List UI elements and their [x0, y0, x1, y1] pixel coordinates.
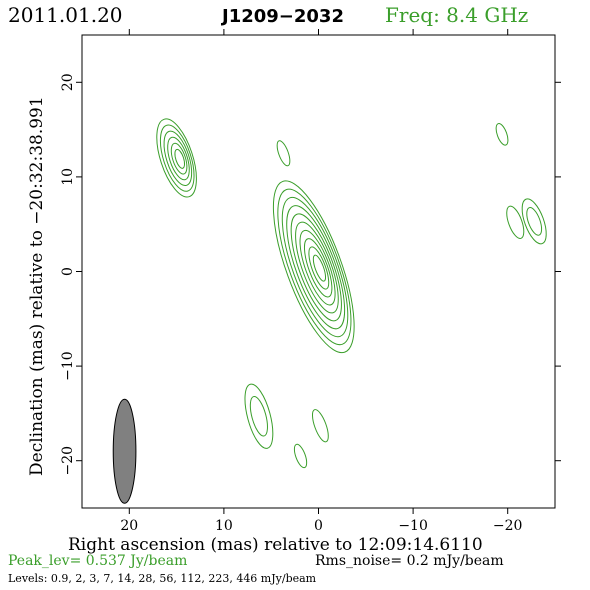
y-tick-label: −20: [60, 446, 76, 476]
contour-component-blob-19.5-14: [495, 123, 509, 146]
contour-level: [303, 238, 333, 298]
contour-level: [167, 136, 190, 181]
contour-component-lower-left: [244, 383, 274, 449]
x-tick-label: 0: [314, 518, 323, 534]
contour-level: [276, 140, 291, 167]
contour-level: [244, 383, 274, 449]
contour-level: [174, 148, 186, 169]
contour-level: [495, 123, 509, 146]
frequency-label: Freq: 8.4 GHz: [385, 3, 528, 27]
x-tick-label: 20: [120, 518, 138, 534]
observation-date: 2011.01.20: [8, 3, 123, 27]
contour-level: [159, 124, 195, 192]
y-tick-label: 0: [60, 267, 76, 276]
contour-level: [311, 409, 329, 443]
plot-frame: [81, 34, 556, 509]
contour-level: [293, 443, 308, 469]
x-tick-label: −20: [493, 518, 523, 534]
contour-level: [308, 246, 330, 290]
contour-level: [312, 254, 327, 282]
contour-level: [506, 205, 525, 239]
contour-component-right-pair-a: [521, 198, 547, 245]
y-tick-label: −10: [60, 351, 76, 381]
contour-component-lower-mid: [311, 409, 329, 443]
contour-level: [526, 207, 543, 236]
contour-level: [299, 229, 336, 306]
contour-layer: [156, 118, 547, 469]
contour-level: [163, 130, 193, 187]
contour-level: [272, 180, 355, 354]
contour-level: [249, 395, 268, 437]
contour-levels: Levels: 0.9, 2, 3, 7, 14, 28, 56, 112, 2…: [8, 572, 317, 585]
beam-layer: [112, 398, 137, 504]
contour-level: [286, 205, 346, 330]
source-name: J1209−2032: [220, 6, 344, 27]
contour-component-right-pair-b: [506, 205, 525, 239]
restoring-beam: [112, 398, 137, 504]
contour-level: [281, 196, 349, 338]
contour-component-blob-3.8-13: [276, 140, 291, 167]
contour-level: [156, 118, 197, 198]
rms-noise: Rms_noise= 0.2 mJy/beam: [315, 553, 504, 569]
contour-level: [521, 198, 547, 245]
contour-level: [295, 221, 339, 314]
contour-component-upper-left: [156, 118, 197, 198]
y-tick-label: 10: [60, 168, 76, 186]
contour-level: [277, 188, 352, 346]
contour-level: [290, 213, 342, 322]
x-axis-label: Right ascension (mas) relative to 12:09:…: [68, 535, 483, 555]
contour-level: [170, 142, 188, 175]
y-tick-label: 20: [60, 73, 76, 91]
y-axis-label: Declination (mas) relative to −20:32:38.…: [27, 96, 47, 476]
x-tick-label: 10: [215, 518, 233, 534]
contour-component-lower-small: [293, 443, 308, 469]
peak-level: Peak_lev= 0.537 Jy/beam: [8, 553, 187, 569]
contour-component-core: [272, 180, 355, 354]
axis-ticks: 20 10 0 −10 −20 20 10 0 −10 −20: [60, 29, 561, 534]
x-tick-label: −10: [398, 518, 428, 534]
